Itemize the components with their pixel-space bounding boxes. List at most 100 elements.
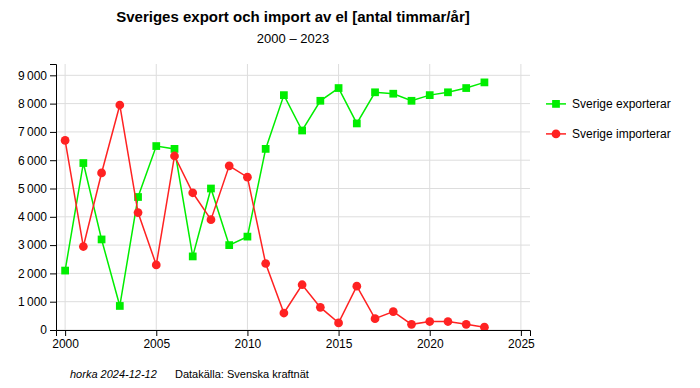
x-tick-mark <box>521 330 522 336</box>
data-point <box>134 208 143 217</box>
grid-line <box>247 64 248 330</box>
y-tick: 5 000 <box>18 182 56 196</box>
grid-line <box>56 216 530 217</box>
data-point <box>115 101 124 110</box>
y-tick-label: 4 000 <box>18 210 47 224</box>
x-tick-label: 2025 <box>508 337 535 351</box>
x-tick-mark <box>430 330 431 336</box>
data-point <box>335 84 343 92</box>
grid-line <box>56 103 530 104</box>
grid-line <box>520 64 521 330</box>
y-tick-label: 5 000 <box>18 182 47 196</box>
y-tick-mark <box>50 189 56 190</box>
grid-line <box>56 131 530 132</box>
y-tick-mark <box>50 104 56 105</box>
grid-line <box>338 64 339 330</box>
x-tick-mark <box>156 330 157 336</box>
y-tick-label: 1 000 <box>18 295 47 309</box>
data-point <box>244 233 252 241</box>
y-axis-line <box>50 65 57 331</box>
x-axis-line <box>57 331 531 337</box>
y-tick: 7 000 <box>18 125 56 139</box>
grid <box>56 64 530 330</box>
data-point <box>389 307 398 316</box>
y-tick-mark <box>50 132 56 133</box>
data-point <box>298 280 307 289</box>
legend-label: Sverige importerar <box>572 127 671 141</box>
data-point <box>116 302 124 310</box>
x-tick-mark <box>339 330 340 336</box>
x-tick: 2000 <box>52 330 79 351</box>
data-point <box>444 88 452 96</box>
grid-line <box>156 64 157 330</box>
x-tick: 2015 <box>326 330 353 351</box>
data-point <box>152 142 160 150</box>
y-tick-label: 9 000 <box>18 69 47 83</box>
data-point <box>425 317 434 326</box>
grid-line <box>65 64 66 330</box>
data-point <box>408 97 416 105</box>
data-point <box>462 320 471 329</box>
data-point <box>61 267 69 275</box>
data-point <box>353 120 361 128</box>
legend-label: Sverige exporterar <box>572 97 671 111</box>
grid-line <box>56 75 530 76</box>
grid-line <box>56 273 530 274</box>
data-point <box>225 162 234 171</box>
y-tick-mark <box>50 302 56 303</box>
data-point <box>371 314 380 323</box>
data-point <box>280 91 288 99</box>
y-tick: 0 <box>40 323 56 337</box>
y-tick-mark <box>50 160 56 161</box>
y-tick-label: 6 000 <box>18 154 47 168</box>
data-point <box>407 320 416 329</box>
legend-item: Sverige importerar <box>546 127 671 141</box>
data-point <box>462 84 470 92</box>
y-tick-label: 0 <box>40 323 47 337</box>
x-axis: 200020052010201520202025 <box>52 330 535 351</box>
data-point <box>316 303 325 312</box>
data-point <box>79 242 88 251</box>
y-tick-mark <box>50 245 56 246</box>
series-line <box>65 82 484 306</box>
data-point <box>481 79 489 87</box>
x-tick: 2020 <box>417 330 444 351</box>
data-point <box>98 236 106 244</box>
y-tick-mark <box>50 273 56 274</box>
x-tick: 2010 <box>235 330 262 351</box>
x-tick-label: 2020 <box>417 337 444 351</box>
legend-symbol <box>552 100 560 108</box>
grid-line <box>56 245 530 246</box>
data-point <box>189 253 197 261</box>
data-point <box>426 91 434 99</box>
y-tick: 2 000 <box>18 267 56 281</box>
y-tick-label: 8 000 <box>18 97 47 111</box>
data-point <box>389 90 397 98</box>
data-point <box>97 169 106 178</box>
x-tick-mark <box>247 330 248 336</box>
x-tick: 2025 <box>508 330 535 351</box>
footnote: Datakälla: Svenska kraftnät <box>175 368 309 380</box>
y-tick: 9 000 <box>18 69 56 83</box>
data-point <box>444 317 453 326</box>
plot-area: 20002005201020152020202501 0002 0003 000… <box>18 64 535 351</box>
y-tick: 4 000 <box>18 210 56 224</box>
data-point <box>79 159 87 167</box>
x-tick-label: 2000 <box>52 337 79 351</box>
y-tick-label: 3 000 <box>18 238 47 252</box>
data-point <box>61 136 70 145</box>
y-tick-mark <box>50 217 56 218</box>
marks <box>61 79 489 330</box>
data-point <box>334 319 343 328</box>
footnote: horka 2024-12-12 <box>70 368 157 380</box>
chart: 20002005201020152020202501 0002 0003 000… <box>0 0 700 388</box>
title: Sveriges export och import av el [antal … <box>116 8 469 25</box>
data-point <box>207 215 216 224</box>
y-tick: 8 000 <box>18 97 56 111</box>
x-tick-mark <box>65 330 66 336</box>
x-tick-label: 2015 <box>326 337 353 351</box>
y-tick-mark <box>50 330 56 331</box>
data-point <box>316 97 324 105</box>
y-axis: 0 1 000 2 000 3 000 4 000 5 000 6 000 7 000 8 00… <box>18 65 57 338</box>
x-tick-label: 2010 <box>235 337 262 351</box>
